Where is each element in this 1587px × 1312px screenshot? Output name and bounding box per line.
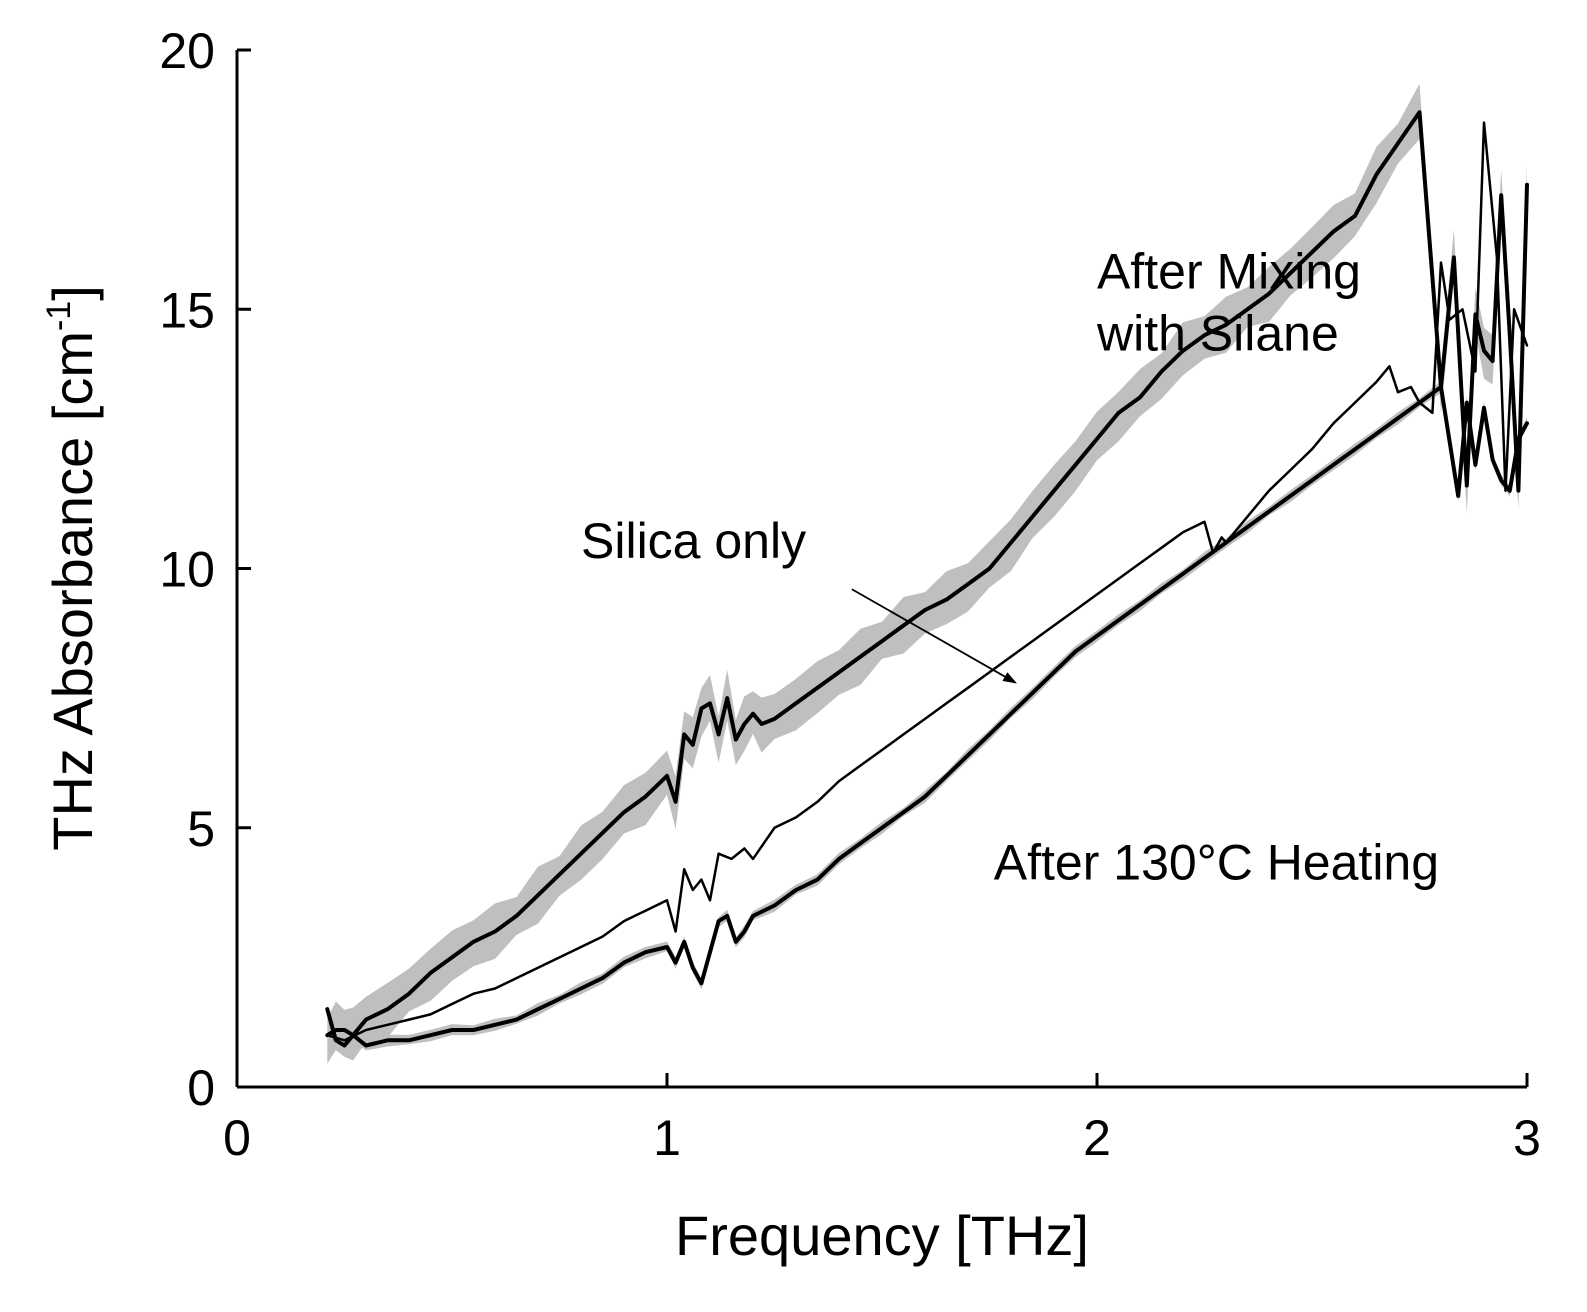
x-tick-label-2: 2 [1083, 1110, 1111, 1166]
y-axis-title: THz Absorbance [cm-1] [40, 285, 104, 851]
x-tick-label-3: 3 [1513, 1110, 1541, 1166]
annotation-after-130-c-heating: After 130°C Heating [994, 835, 1439, 891]
y-tick-label-1: 5 [187, 801, 215, 857]
x-axis-title: Frequency [THz] [675, 1204, 1089, 1267]
line-after-mixing-with-silane [325, 110, 1529, 1038]
y-axis-title-end: ] [41, 285, 104, 301]
series-lines [325, 110, 1529, 1048]
annotation-arrow-silica-only [851, 588, 1018, 684]
ticks [235, 48, 1529, 1089]
y-tick-label-2: 10 [159, 542, 215, 598]
annotation-silica-only: Silica only [581, 513, 806, 569]
annotation-line-0-1: with Silane [1096, 306, 1339, 362]
line-silica-only [326, 121, 1529, 1042]
y-axis-title-main: THz Absorbance [cm [41, 331, 104, 851]
annotation-line-2-0: After 130°C Heating [994, 835, 1439, 891]
error-bands [327, 83, 1527, 1064]
y-tick-label-0: 0 [187, 1060, 215, 1116]
x-tick-label-0: 0 [223, 1110, 251, 1166]
y-tick-label-4: 20 [159, 23, 215, 79]
annotation-after-mixing-with-silane: After Mixing with Silane [1096, 244, 1361, 362]
annotation-line-0-0: After Mixing [1097, 244, 1361, 300]
x-tick-label-1: 1 [653, 1110, 681, 1166]
band-after-mixing-with-silane [327, 83, 1527, 1064]
annotations: After Mixing with Silane Silica only After … [581, 244, 1439, 891]
annotation-line-1-0: Silica only [581, 513, 806, 569]
tick-labels: 0 1 2 3 0 5 10 15 20 [159, 23, 1541, 1166]
line-after-130-c-heating [325, 385, 1529, 1048]
y-tick-label-3: 15 [159, 282, 215, 338]
y-axis-title-superscript: -1 [40, 301, 78, 331]
